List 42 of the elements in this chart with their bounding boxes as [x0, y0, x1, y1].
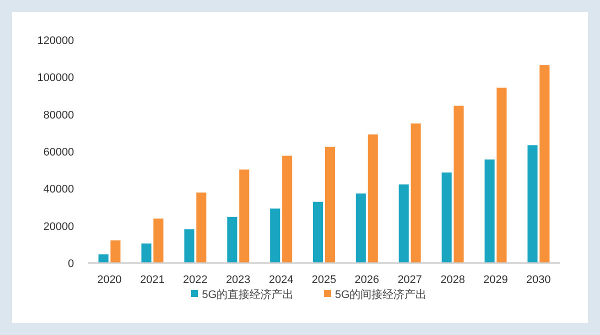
bar [227, 216, 238, 263]
x-tick-label: 2024 [268, 274, 294, 286]
x-tick-label: 2030 [526, 274, 551, 286]
legend-label: 5G的直接经济产出 [202, 288, 294, 301]
x-tick-label: 2020 [97, 274, 122, 286]
bar [153, 218, 164, 263]
bar [98, 254, 108, 263]
bar [356, 194, 366, 263]
y-tick-label: 100000 [37, 72, 74, 84]
y-tick-label: 60000 [43, 146, 74, 158]
bar [313, 202, 323, 263]
x-tick-label: 2027 [398, 274, 422, 286]
bar [496, 88, 507, 263]
bar [325, 146, 335, 263]
x-tick-label: 2023 [226, 274, 250, 286]
y-tick-label: 20000 [43, 220, 74, 233]
x-tick-label: 2021 [140, 274, 165, 286]
bar [196, 192, 206, 263]
bar [410, 123, 421, 263]
x-tick-label: 2028 [440, 274, 465, 286]
x-tick-label: 2026 [354, 274, 380, 286]
bar [184, 229, 194, 263]
bar [239, 170, 250, 263]
bar [454, 106, 464, 263]
y-tick-label: 0 [68, 258, 74, 270]
bar [528, 145, 538, 263]
bar [368, 134, 378, 263]
bar [282, 156, 292, 263]
y-tick-label: 40000 [43, 184, 74, 196]
bar [398, 184, 409, 263]
bar [110, 240, 120, 263]
bar [141, 243, 152, 263]
x-tick-label: 2029 [483, 274, 508, 286]
y-tick-label: 120000 [37, 35, 74, 47]
x-tick-label: 2022 [183, 274, 208, 286]
legend-label: 5G的间接经济产出 [335, 288, 427, 301]
bar [442, 172, 452, 263]
x-tick-label: 2025 [312, 274, 336, 286]
bar [484, 159, 495, 263]
bar [540, 65, 550, 263]
y-tick-label: 80000 [43, 109, 74, 122]
bar [270, 208, 280, 263]
